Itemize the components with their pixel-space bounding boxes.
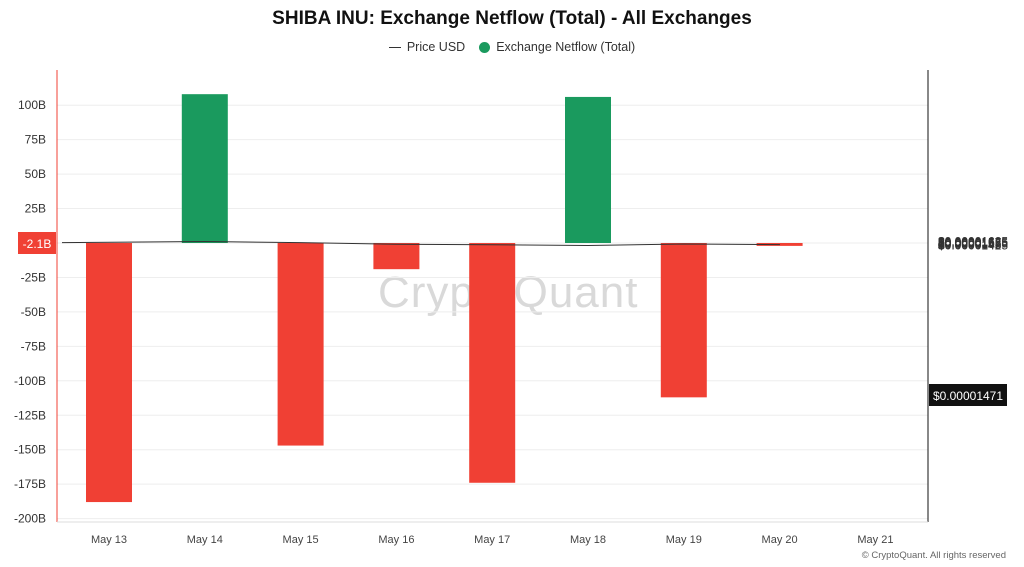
netflow-bar [181, 94, 228, 244]
chart-title: SHIBA INU: Exchange Netflow (Total) - Al… [272, 8, 752, 29]
chart-legend: Price USD Exchange Netflow (Total) [0, 40, 1024, 54]
y-right-tick-label: $0.00001575 [938, 236, 1008, 250]
legend-label-price: Price USD [406, 40, 466, 54]
y-right-tick-label: $0.0000145 [938, 238, 1002, 252]
y-right-tick-label: $0.000016 [938, 235, 995, 249]
y-right-tick-label: $0.000015 [938, 237, 995, 251]
x-tick-label: May 18 [570, 534, 606, 546]
price-line [61, 240, 781, 246]
legend-label-netflow: Exchange Netflow (Total) [496, 40, 636, 54]
current-price-label: $0.00001471 [933, 389, 1003, 403]
y-right-tick-label: $0.00001625 [938, 235, 1008, 249]
y-left-tick-label: -200B [14, 512, 46, 526]
y-left-tick-label: -50B [21, 305, 46, 319]
y-right-tick-label: $0.00001425 [938, 238, 1008, 252]
legend-item-price[interactable]: Price USD [388, 40, 466, 54]
netflow-bar [469, 243, 516, 483]
x-tick-label: May 16 [378, 534, 414, 546]
y-left-tick-label: 25B [25, 202, 46, 216]
legend-item-netflow[interactable]: Exchange Netflow (Total) [479, 40, 635, 54]
netflow-bar [277, 243, 324, 446]
x-tick-label: May 14 [187, 534, 223, 546]
netflow-bar [373, 243, 420, 270]
y-left-tick-label: -175B [14, 477, 46, 491]
x-tick-label: May 19 [666, 534, 702, 546]
current-price-badge [929, 384, 1007, 406]
y-left-tick-label: 50B [25, 167, 46, 181]
y-left-tick-label: 75B [25, 133, 46, 147]
x-tick-label: May 15 [283, 534, 319, 546]
x-tick-label: May 17 [474, 534, 510, 546]
y-left-tick-label: -25B [21, 270, 46, 284]
current-netflow-badge [18, 232, 56, 254]
y-left-tick-label: -150B [14, 443, 46, 457]
y-left-tick-label: 100B [18, 98, 46, 112]
copyright-credit: © CryptoQuant. All rights reserved [861, 550, 1006, 561]
y-right-tick-label: $0.0000155 [938, 236, 1002, 250]
x-tick-label: May 20 [762, 534, 798, 546]
y-right-tick-label: $0.00001525 [938, 236, 1008, 250]
netflow-bar [86, 243, 132, 503]
netflow-bar [565, 96, 611, 243]
x-tick-label: May 13 [91, 534, 127, 546]
y-left-tick-label: -100B [14, 374, 46, 388]
legend-dot-marker [479, 41, 491, 53]
y-left-tick-label: -75B [21, 339, 46, 353]
x-tick-label: May 21 [857, 534, 893, 546]
netflow-bar [660, 243, 707, 398]
legend-line-marker [388, 46, 401, 48]
y-left-tick-label: -125B [14, 408, 46, 422]
current-netflow-label: -2.1B [23, 237, 52, 251]
